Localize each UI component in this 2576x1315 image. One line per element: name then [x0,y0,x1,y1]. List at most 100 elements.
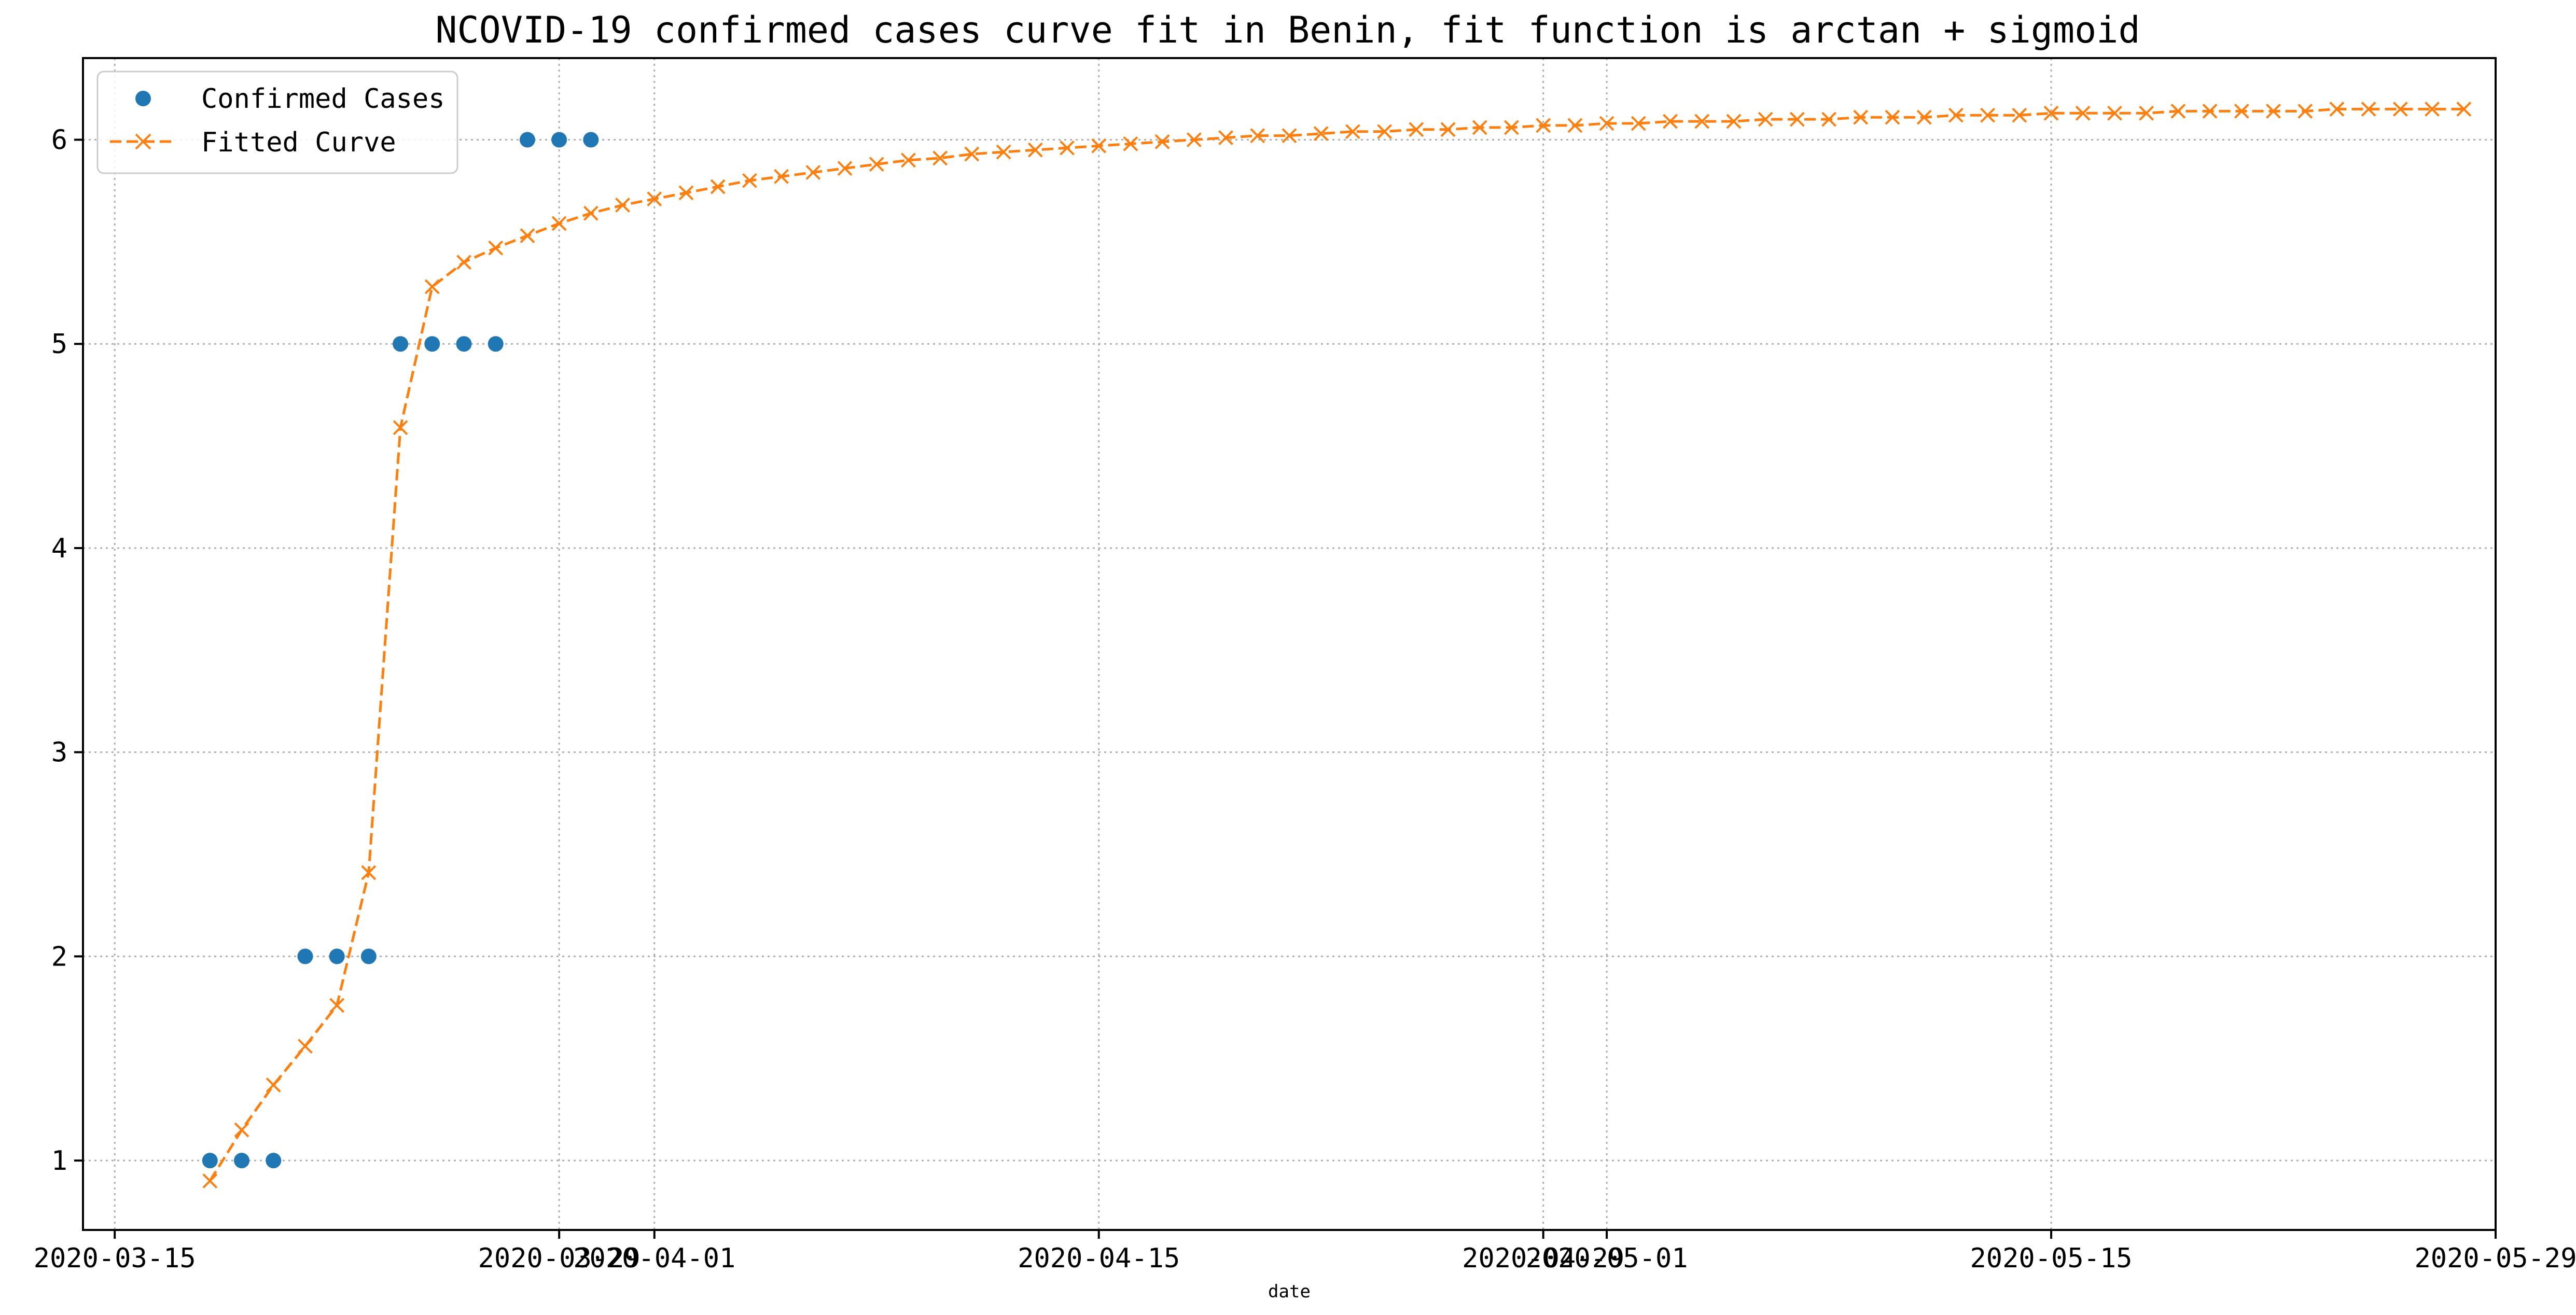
fitted-curve-point [1472,120,1487,135]
plot-area-frame [82,57,2497,1231]
fitted-curve-point [488,240,504,256]
fitted-curve-point [1980,107,1996,123]
confirmed-case-point [551,132,567,148]
confirmed-case-point [266,1153,282,1169]
chart-title: NCOVID-19 confirmed cases curve fit in B… [435,9,2140,51]
fitted-curve-point [1186,132,1202,147]
fitted-curve-point [2075,105,2091,121]
fitted-curve-point [2456,102,2472,117]
fitted-curve-point [583,205,598,221]
fitted-curve-point [1123,136,1138,151]
fitted-curve-point [393,420,408,436]
confirmed-case-point [393,336,409,352]
fitted-curve-point [710,179,726,194]
legend-confirmed-label: Confirmed Cases [201,83,445,115]
fitted-curve-point [805,165,821,180]
fitted-curve-point [932,150,948,166]
fitted-curve-point [1599,116,1614,131]
fitted-curve-point [2361,102,2376,117]
confirmed-case-point [202,1153,218,1169]
confirmed-case-point [297,948,313,964]
fitted-curve-point [1948,107,1964,123]
fitted-curve-point [1789,111,1805,127]
legend-box [96,71,458,174]
fitted-curve-point [2266,103,2281,119]
fitted-curve-point [202,1173,218,1188]
x-tick-label: 2020-03-29 [478,1243,640,1274]
fitted-curve-point [266,1078,281,1093]
fitted-curve-point [2043,105,2059,121]
grid-lines [83,58,2497,1230]
fitted-curve-point [1821,111,1836,127]
fitted-curve-point [901,152,916,168]
fitted-curve-point [1282,128,1297,144]
fitted-curve-point [1345,124,1360,139]
confirmed-case-point [456,336,472,352]
fitted-curve-point [1631,116,1646,131]
fitted-curve-point [234,1122,249,1138]
x-tick-label: 2020-04-29 [1462,1243,1624,1274]
fitted-curve-point [1091,138,1107,153]
fitted-curve-point [1504,120,1519,135]
confirmed-case-point [488,336,504,352]
fitted-curve-point [2170,103,2186,119]
fitted-curve-point [742,173,757,188]
fitted-curve-point [1027,142,1043,158]
fitted-curve-point [520,228,535,243]
confirmed-case-point [360,948,377,964]
fitted-curve-point [964,146,980,162]
fitted-curve-point [1250,128,1265,144]
y-tick-label: 3 [51,737,67,768]
fitted-curve-series [202,102,2472,1188]
confirmed-case-point [424,336,440,352]
confirmed-case-point [519,132,535,148]
fitted-curve-point [2234,103,2249,119]
fitted-curve-point [647,191,662,207]
fitted-curve-point [1313,126,1329,142]
fitted-curve-point [996,144,1011,160]
y-tick-label: 2 [51,941,67,972]
fitted-curve-point [1377,124,1393,139]
x-tick-label: 2020-05-29 [2414,1243,2576,1274]
confirmed-case-point [329,948,345,964]
confirmed-case-point [234,1153,250,1169]
fitted-curve-point [2425,102,2440,117]
fitted-curve-point [2329,102,2345,117]
legend-confirmed-marker [135,91,151,106]
x-tick-label: 2020-05-01 [1526,1243,1688,1274]
fitted-curve-point [1853,109,1869,125]
confirmed-case-point [583,132,599,148]
x-tick-label: 2020-03-15 [34,1243,196,1274]
fitted-curve-point [2012,107,2027,123]
fitted-curve-point [774,169,789,184]
x-axis-label: date [1268,1281,1311,1302]
fitted-curve-point [615,198,630,213]
fitted-curve-point [1218,130,1233,145]
fitted-curve-point [1440,122,1456,137]
x-tick-label: 2020-05-15 [1970,1243,2133,1274]
fitted-curve-point [2202,103,2218,119]
fitted-curve-point [1536,118,1551,133]
fitted-curve-point [1916,109,1932,125]
fitted-curve-point [424,279,440,295]
fitted-curve-line [208,107,2464,1182]
x-tick-label: 2020-04-15 [1018,1243,1180,1274]
fitted-curve-point [329,998,345,1013]
fitted-curve-point [298,1039,313,1054]
confirmed-cases-series [202,132,599,1169]
legend: Confirmed Cases Fitted Curve [96,71,458,174]
fitted-curve-point [2392,102,2408,117]
fitted-curve-point [1694,114,1710,129]
legend-fitted-marker [135,133,151,150]
legend-fitted-label: Fitted Curve [201,127,396,158]
fitted-curve-point [678,185,694,201]
fitted-curve-point [1758,111,1773,127]
x-tick-label: 2020-04-01 [573,1243,735,1274]
fitted-curve-point [869,157,884,172]
y-tick-label: 5 [51,329,67,360]
fitted-curve-point [1154,134,1170,149]
fitted-curve-point [551,216,567,231]
